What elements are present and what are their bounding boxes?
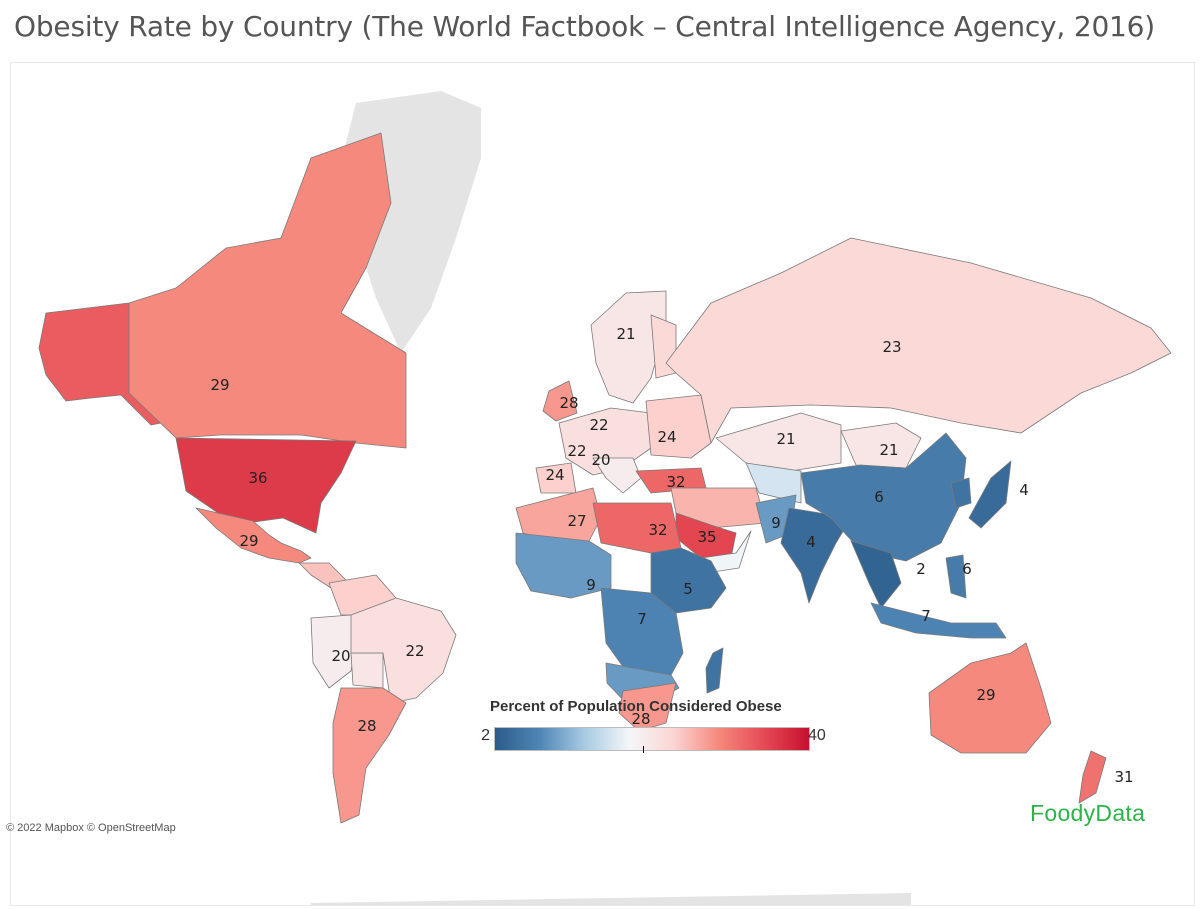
value-label-philippines: 6	[962, 560, 972, 578]
country-shape-antarctica[interactable]	[311, 893, 911, 905]
value-label-kazakhstan: 21	[776, 430, 795, 448]
value-label-new-zealand: 31	[1114, 768, 1133, 786]
value-label-russia: 23	[882, 338, 901, 356]
value-label-algeria: 27	[567, 512, 586, 530]
value-label-saudi-arabia: 35	[697, 528, 716, 546]
country-shape-mexico[interactable]	[195, 507, 312, 564]
map-view[interactable]: 29 36 29 20 22 28 21 28 22 22 20 24 24 23 21 21 32 27 32 35…	[10, 62, 1195, 906]
country-shape-brazil[interactable]	[350, 597, 457, 704]
country-shape-se-asia[interactable]	[850, 540, 902, 609]
value-label-india: 4	[806, 533, 816, 551]
value-label-sweden: 21	[616, 325, 635, 343]
country-shape-japan[interactable]	[968, 460, 1012, 529]
country-shape-eastern-europe[interactable]	[645, 394, 712, 459]
country-shape-china[interactable]	[800, 432, 967, 562]
country-shape-uk[interactable]	[542, 380, 578, 422]
value-label-united-kingdom: 28	[559, 394, 578, 412]
country-shape-canada[interactable]	[128, 132, 407, 449]
value-label-libya: 32	[648, 521, 667, 539]
country-shape-italy-balkans[interactable]	[592, 457, 642, 494]
legend-color-ramp	[494, 727, 810, 751]
country-shape-madagascar[interactable]	[705, 647, 724, 694]
value-label-japan: 4	[1019, 481, 1029, 499]
value-label-mongolia: 21	[879, 441, 898, 459]
value-label-china: 6	[874, 488, 884, 506]
country-shape-north-africa-e[interactable]	[592, 502, 682, 554]
value-label-spain: 24	[545, 466, 564, 484]
country-shape-australia[interactable]	[928, 642, 1052, 754]
value-label-south-africa: 28	[631, 710, 650, 728]
value-label-pakistan: 9	[771, 514, 781, 532]
country-shape-argentina-chile[interactable]	[332, 687, 407, 824]
country-shape-usa[interactable]	[175, 437, 357, 534]
country-shape-korea[interactable]	[950, 477, 972, 509]
brand-logo: FoodyData	[1030, 800, 1146, 826]
value-label-vietnam: 2	[916, 560, 926, 578]
value-label-peru: 20	[331, 647, 350, 665]
value-label-nigeria: 9	[586, 576, 596, 594]
value-label-united-states: 36	[248, 469, 267, 487]
country-shape-mongolia[interactable]	[840, 422, 922, 469]
value-label-mexico: 29	[239, 532, 258, 550]
country-shape-bolivia[interactable]	[350, 652, 384, 689]
map-attribution[interactable]: © 2022 Mapbox © OpenStreetMap	[6, 822, 176, 834]
value-label-germany: 22	[589, 416, 608, 434]
value-label-canada: 29	[210, 376, 229, 394]
country-shape-central-asia[interactable]	[745, 462, 802, 504]
country-shape-iran-iraq[interactable]	[670, 487, 767, 529]
value-label-argentina: 28	[357, 717, 376, 735]
legend-max-label: 40	[808, 727, 826, 744]
value-label-dr-congo: 7	[637, 610, 647, 628]
legend-midpoint-tick	[643, 746, 644, 753]
country-shape-philippines[interactable]	[945, 554, 967, 599]
country-shape-indonesia[interactable]	[870, 602, 1007, 639]
country-shape-central-africa[interactable]	[600, 587, 684, 676]
value-label-ethiopia: 5	[683, 580, 693, 598]
value-label-indonesia: 7	[921, 607, 931, 625]
legend-min-label: 2	[481, 727, 490, 744]
value-label-ukraine: 24	[657, 428, 676, 446]
page-title: Obesity Rate by Country (The World Factb…	[14, 10, 1156, 43]
value-label-brazil: 22	[405, 642, 424, 660]
value-label-italy: 20	[591, 451, 610, 469]
country-shape-russia[interactable]	[665, 237, 1172, 444]
value-label-australia: 29	[976, 686, 995, 704]
country-shape-west-africa[interactable]	[515, 532, 612, 599]
value-label-france: 22	[567, 442, 586, 460]
country-shape-new-zealand[interactable]	[1078, 750, 1107, 804]
country-shape-scandinavia[interactable]	[590, 290, 667, 404]
legend-title: Percent of Population Considered Obese	[490, 698, 782, 715]
value-label-turkey: 32	[666, 473, 685, 491]
